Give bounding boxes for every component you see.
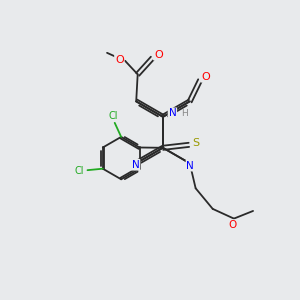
- Text: S: S: [192, 138, 199, 148]
- Text: O: O: [228, 220, 237, 230]
- Text: O: O: [154, 50, 163, 60]
- Text: Cl: Cl: [74, 166, 84, 176]
- Text: O: O: [115, 55, 124, 64]
- Text: H: H: [181, 109, 188, 118]
- Text: O: O: [201, 72, 210, 82]
- Text: N: N: [169, 108, 176, 118]
- Text: N: N: [132, 160, 140, 170]
- Text: N: N: [187, 160, 194, 171]
- Text: Cl: Cl: [109, 111, 118, 121]
